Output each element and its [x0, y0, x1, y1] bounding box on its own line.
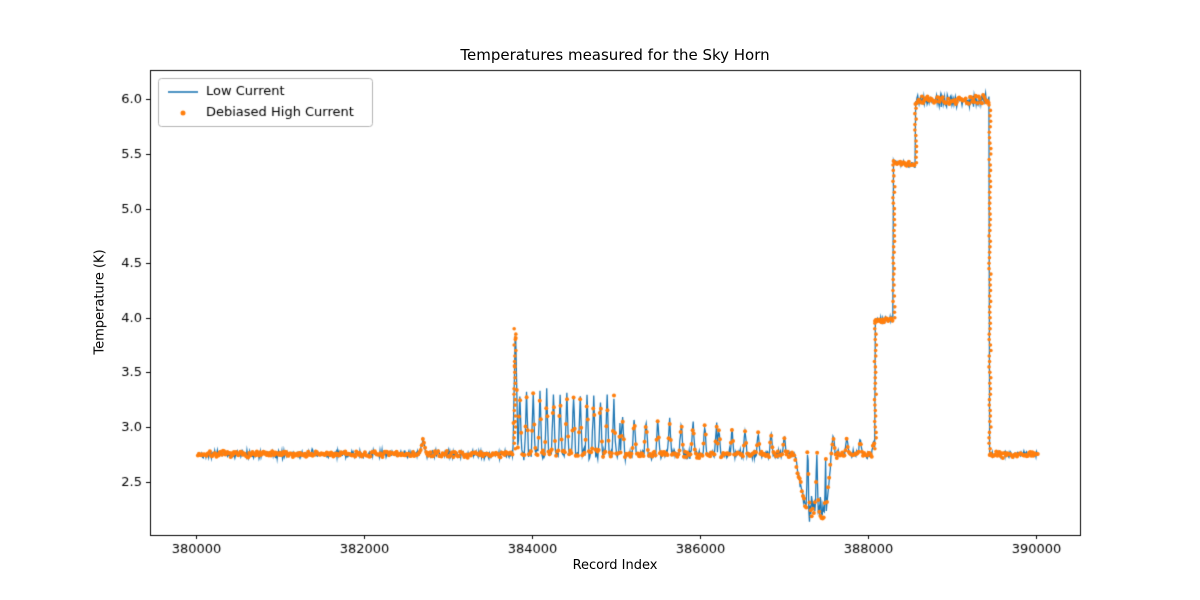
- y-axis-label: Temperature (K): [92, 249, 108, 355]
- chart-title: Temperatures measured for the Sky Horn: [460, 46, 770, 64]
- x-axis-label: Record Index: [572, 558, 658, 573]
